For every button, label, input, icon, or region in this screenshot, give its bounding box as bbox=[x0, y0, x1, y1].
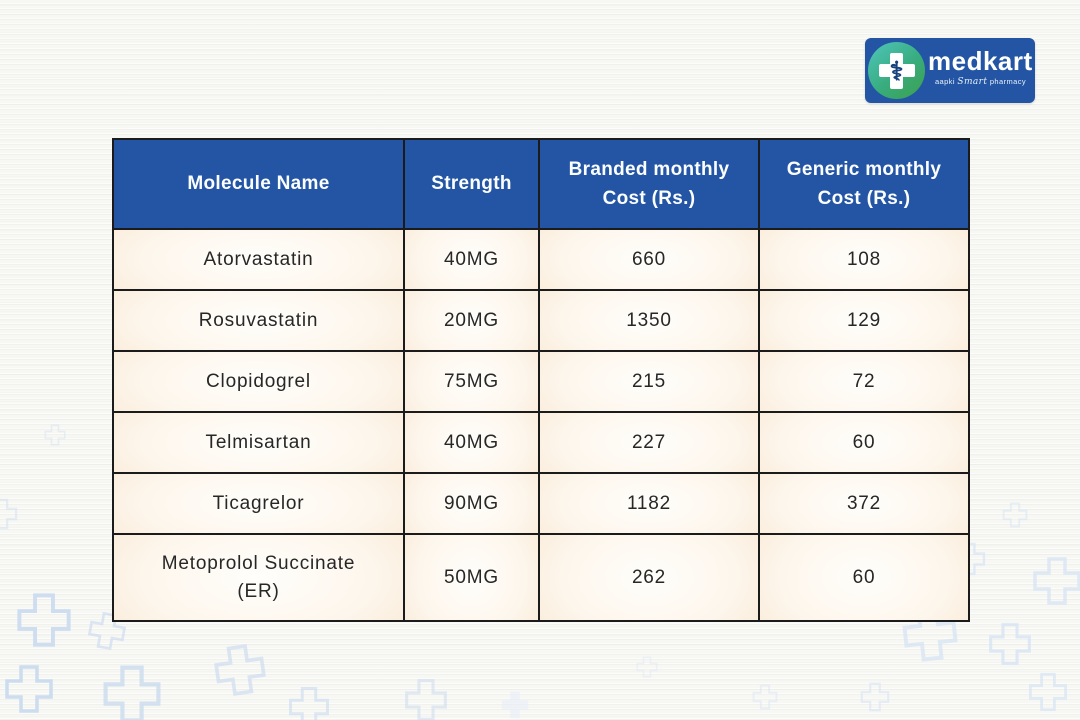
cell-strength: 40MG bbox=[403, 411, 540, 474]
logo-text: medkart aapki Smart pharmacy bbox=[928, 46, 1033, 87]
table-row: Telmisartan 40MG 227 60 bbox=[112, 411, 970, 474]
cell-generic-cost: 72 bbox=[758, 350, 970, 413]
logo-circle: ⚕ bbox=[868, 42, 925, 99]
cell-generic-cost: 108 bbox=[758, 228, 970, 291]
brand-name: medkart bbox=[928, 46, 1033, 76]
table-row: Atorvastatin 40MG 660 108 bbox=[112, 228, 970, 291]
cell-strength: 20MG bbox=[403, 289, 540, 352]
table-row: Metoprolol Succinate (ER) 50MG 262 60 bbox=[112, 533, 970, 622]
header-molecule-name: Molecule Name bbox=[112, 138, 405, 230]
price-comparison-table: Molecule Name Strength Branded monthly C… bbox=[112, 138, 970, 622]
cell-strength: 75MG bbox=[403, 350, 540, 413]
cell-branded-cost: 1350 bbox=[538, 289, 760, 352]
cell-branded-cost: 1182 bbox=[538, 472, 760, 535]
table-row: Ticagrelor 90MG 1182 372 bbox=[112, 472, 970, 535]
cell-branded-cost: 215 bbox=[538, 350, 760, 413]
table-row: Clopidogrel 75MG 215 72 bbox=[112, 350, 970, 413]
cell-strength: 50MG bbox=[403, 533, 540, 622]
cell-branded-cost: 660 bbox=[538, 228, 760, 291]
cell-strength: 40MG bbox=[403, 228, 540, 291]
tagline-suffix: pharmacy bbox=[989, 77, 1026, 86]
cell-generic-cost: 60 bbox=[758, 533, 970, 622]
cell-molecule: Metoprolol Succinate (ER) bbox=[112, 533, 405, 622]
cell-generic-cost: 372 bbox=[758, 472, 970, 535]
cell-generic-cost: 129 bbox=[758, 289, 970, 352]
header-strength: Strength bbox=[403, 138, 540, 230]
tagline-script-word: Smart bbox=[957, 77, 988, 87]
brand-tagline: aapki Smart pharmacy bbox=[928, 77, 1028, 87]
medkart-logo: ⚕ medkart aapki Smart pharmacy bbox=[865, 38, 1035, 103]
cell-generic-cost: 60 bbox=[758, 411, 970, 474]
cell-molecule: Clopidogrel bbox=[112, 350, 405, 413]
cell-molecule: Ticagrelor bbox=[112, 472, 405, 535]
cell-strength: 90MG bbox=[403, 472, 540, 535]
cell-molecule: Atorvastatin bbox=[112, 228, 405, 291]
table-row: Rosuvastatin 20MG 1350 129 bbox=[112, 289, 970, 352]
cell-branded-cost: 262 bbox=[538, 533, 760, 622]
table-header-row: Molecule Name Strength Branded monthly C… bbox=[112, 138, 970, 230]
staff-of-asclepius-icon: ⚕ bbox=[889, 55, 904, 86]
cell-branded-cost: 227 bbox=[538, 411, 760, 474]
tagline-prefix: aapki bbox=[934, 77, 955, 86]
cell-molecule: Rosuvastatin bbox=[112, 289, 405, 352]
header-generic-cost: Generic monthly Cost (Rs.) bbox=[758, 138, 970, 230]
medical-cross-icon: ⚕ bbox=[878, 52, 915, 89]
cell-molecule: Telmisartan bbox=[112, 411, 405, 474]
header-branded-cost: Branded monthly Cost (Rs.) bbox=[538, 138, 760, 230]
